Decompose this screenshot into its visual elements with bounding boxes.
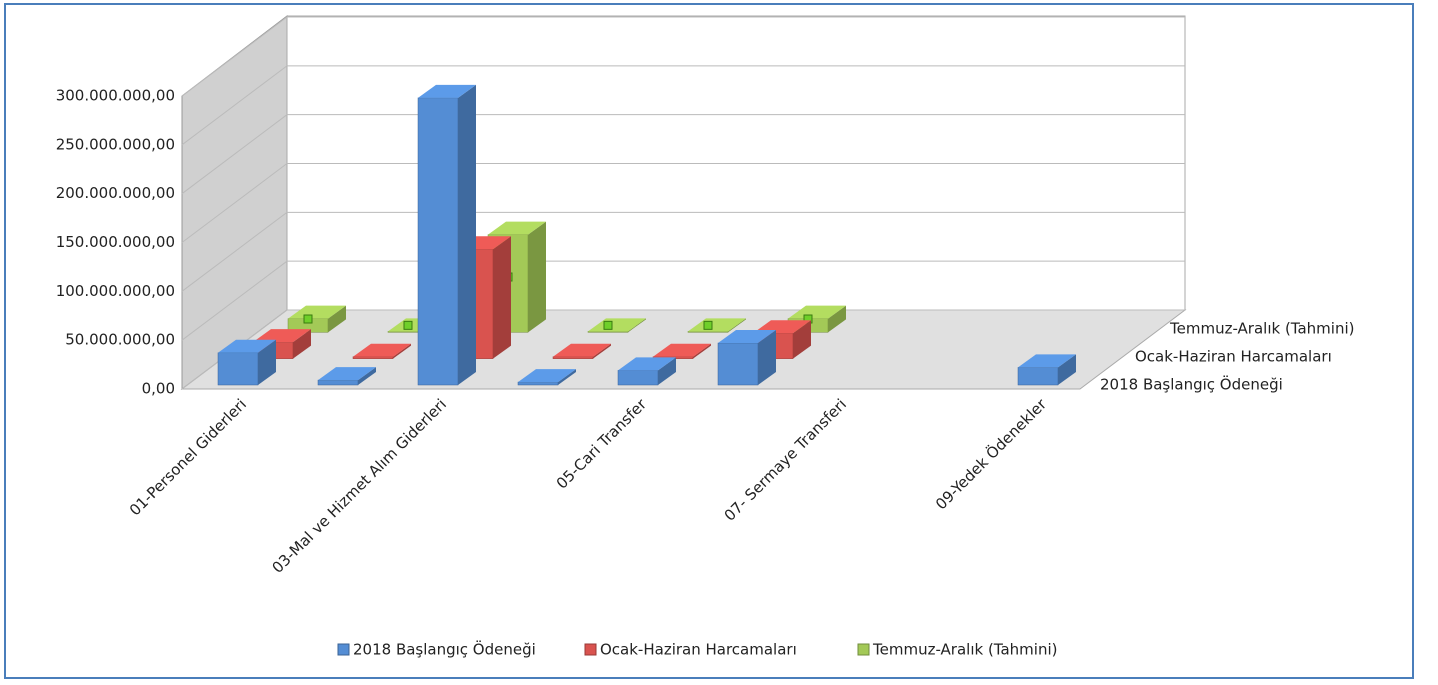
legend-swatch [857,643,870,656]
bar-top [518,369,576,383]
bar-front [352,356,394,359]
series-axis-label: Ocak-Haziran Harcamaları [1135,348,1332,366]
bar-side [728,318,746,333]
bar-side [693,343,711,359]
bar-front [317,379,359,386]
bar-front [517,381,559,386]
bar-side [258,339,276,385]
series-axis-label: 2018 Başlangıç Ödeneği [1100,375,1283,394]
bar [617,357,676,386]
bar-side [593,343,611,359]
grid-line [181,163,1185,243]
bar-top [318,367,376,381]
bar-top [618,357,676,371]
series-axis-label: Temmuz-Aralık (Tahmini) [1169,320,1354,338]
bar-front [717,342,759,386]
bar [552,343,611,359]
bar-top [488,221,546,235]
bar-side [493,236,511,359]
bar-side [1058,354,1076,385]
bar [687,318,746,333]
bar-side [758,330,776,385]
bar-front [617,370,659,386]
bar-top [218,339,276,353]
y-tick-label: 200.000.000,00 [56,184,175,202]
bar [217,339,276,386]
bar-top [653,343,711,357]
bar-side [393,343,411,359]
bar-top [418,84,476,98]
grid-line [181,211,1185,292]
y-tick-label: 300.000.000,00 [56,87,175,105]
bar-side [458,84,476,386]
y-tick-label: 150.000.000,00 [56,233,175,251]
bar-top [1018,354,1076,368]
bar [517,369,576,386]
bar-side [793,320,811,359]
bar [352,343,411,359]
grid-line [181,260,1185,341]
point-marker [603,320,613,330]
bar [287,305,346,333]
legend-label: Ocak-Haziran Harcamaları [600,641,797,659]
bar-top [688,318,746,332]
grid-line [181,16,1185,97]
bar-side [658,357,676,385]
bar-top [788,305,846,319]
bar-side [628,318,646,333]
bar-front [1017,367,1059,386]
bar-side [828,305,846,333]
bar [417,84,476,386]
bar-front [417,97,459,386]
bar-side [528,221,546,333]
bar-front [587,331,629,333]
legend-swatch [584,643,597,656]
y-tick-label: 0,00 [142,380,175,398]
point-marker [303,314,313,324]
bar-top [253,329,311,343]
bar [717,330,776,386]
bar-top [718,330,776,344]
bar-top [353,343,411,357]
point-marker [703,320,713,330]
grid-line [181,65,1185,146]
bar-side [558,369,576,385]
bar-side [358,367,376,385]
bar-front [552,356,594,359]
bar [1017,354,1076,386]
y-tick-label: 50.000.000,00 [65,331,175,349]
legend-label: 2018 Başlangıç Ödeneği [353,640,536,659]
grid-line [181,309,1185,390]
bar-front [217,352,259,386]
bar-side [328,305,346,333]
bar-top [553,343,611,357]
legend-swatch [337,643,350,656]
bar [587,318,646,333]
bar-top [288,305,346,319]
bar [317,367,376,386]
bar-front [687,331,729,333]
y-tick-label: 250.000.000,00 [56,135,175,153]
legend-label: Temmuz-Aralık (Tahmini) [872,641,1057,659]
y-tick-label: 100.000.000,00 [56,282,175,300]
grid-line [181,114,1185,195]
bar-top [588,318,646,332]
point-marker [403,320,413,330]
bar-side [293,329,311,359]
